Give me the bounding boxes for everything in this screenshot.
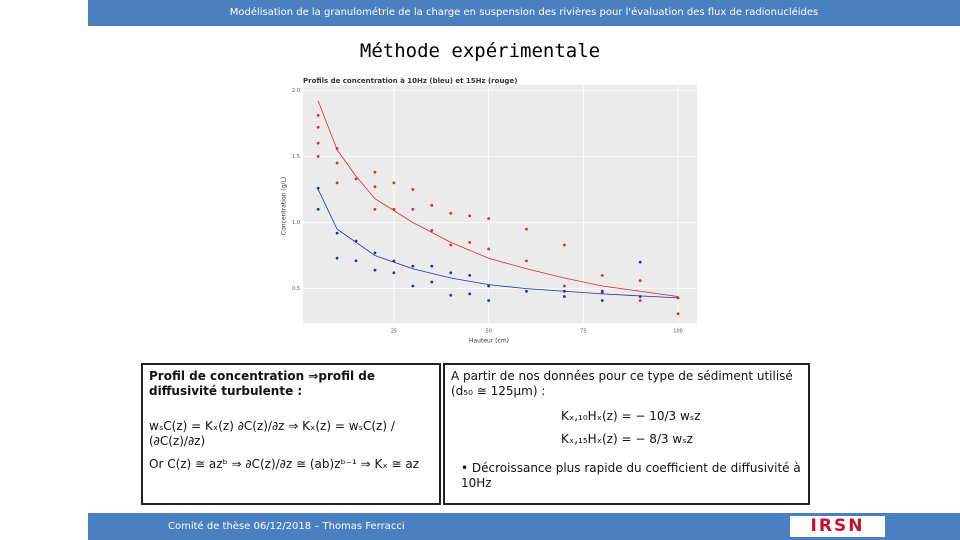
- data-point: [411, 264, 415, 268]
- left-heading: Profil de concentration ⇒profil de diffu…: [149, 369, 376, 398]
- data-point: [638, 260, 642, 264]
- data-point: [430, 280, 434, 284]
- chart-title: Profils de concentration à 10Hz (bleu) e…: [303, 77, 517, 85]
- right-heading: A partir de nos données pour ce type de …: [451, 369, 793, 398]
- data-point: [525, 227, 528, 231]
- data-point: [468, 240, 472, 244]
- right-bullet: • Décroissance plus rapide du coefficien…: [461, 461, 801, 490]
- data-point: [373, 207, 377, 211]
- data-point: [563, 243, 566, 247]
- data-point: [335, 161, 339, 165]
- y-tick-label: 1.5: [292, 154, 300, 160]
- data-point: [316, 186, 320, 190]
- data-point: [373, 268, 377, 272]
- footer-band: Comité de thèse 06/12/2018 – Thomas Ferr…: [88, 513, 960, 540]
- data-point: [316, 114, 320, 117]
- fit-line: [317, 189, 679, 299]
- header-text: Modélisation de la granulométrie de la c…: [229, 7, 819, 18]
- x-axis-label: Hauteur (cm): [469, 338, 509, 345]
- data-point: [316, 141, 320, 145]
- data-point: [411, 284, 415, 288]
- fit-line: [317, 100, 679, 297]
- data-point: [316, 125, 320, 129]
- data-point: [449, 243, 453, 247]
- data-point: [638, 279, 642, 283]
- data-point: [411, 207, 415, 211]
- data-point: [487, 247, 491, 251]
- y-axis-label: Concentration (g/L): [281, 177, 288, 235]
- data-point: [487, 299, 491, 302]
- left-eq1: wₛC(z) = Kₓ(z) ∂C(z)/∂z ⇒ Kₓ(z) = wₛC(z)…: [149, 419, 395, 448]
- data-point: [392, 181, 396, 185]
- y-tick-label: 1.0: [292, 220, 300, 226]
- data-point: [468, 274, 472, 277]
- x-tick-label: 75: [580, 329, 586, 335]
- data-point: [449, 271, 453, 275]
- plot-background: [303, 85, 697, 323]
- x-tick-label: 50: [485, 329, 491, 335]
- right-box: A partir de nos données pour ce type de …: [443, 363, 810, 505]
- data-point: [316, 155, 320, 158]
- data-point: [430, 264, 434, 268]
- bullet-text: Décroissance plus rapide du coefficient …: [461, 461, 801, 490]
- data-point: [316, 207, 320, 211]
- data-point: [676, 312, 680, 316]
- data-point: [373, 170, 377, 174]
- slide-title: Méthode expérimentale: [359, 40, 601, 62]
- data-point: [373, 251, 377, 255]
- left-box: Profil de concentration ⇒profil de diffu…: [141, 363, 441, 505]
- left-eq2: Or C(z) ≅ azᵇ ⇒ ∂C(z)/∂z ≅ (ab)zᵇ⁻¹ ⇒ Kₓ…: [149, 457, 419, 471]
- data-point: [600, 289, 604, 293]
- data-point: [335, 231, 339, 235]
- chart: Profils de concentration à 10Hz (bleu) e…: [281, 77, 697, 345]
- right-eq1: Kₓ,₁₀Hₓ(z) = − 10/3 wₛz: [561, 409, 701, 423]
- data-point: [638, 299, 642, 302]
- data-point: [392, 271, 396, 275]
- header-band: Modélisation de la granulométrie de la c…: [88, 0, 960, 26]
- data-point: [335, 256, 339, 260]
- data-point: [449, 211, 453, 215]
- footer-text: Comité de thèse 06/12/2018 – Thomas Ferr…: [168, 521, 405, 532]
- data-point: [430, 229, 434, 232]
- x-tick-label: 100: [673, 329, 683, 335]
- data-point: [373, 185, 377, 189]
- data-point: [563, 284, 566, 288]
- data-point: [525, 259, 528, 263]
- data-point: [411, 188, 415, 191]
- y-tick-label: 2.0: [292, 88, 300, 94]
- data-point: [430, 203, 434, 207]
- data-point: [487, 284, 491, 288]
- data-point: [600, 274, 604, 277]
- data-point: [468, 214, 472, 218]
- y-tick-label: 0.5: [292, 286, 300, 292]
- data-point: [563, 295, 566, 298]
- data-point: [449, 293, 453, 297]
- data-point: [354, 259, 358, 263]
- data-point: [487, 217, 491, 220]
- x-tick-label: 25: [391, 329, 397, 335]
- right-eq2: Kₓ,₁₅Hₓ(z) = − 8/3 wₛz: [561, 432, 693, 446]
- logo: IRSN: [790, 516, 885, 537]
- data-point: [468, 292, 472, 296]
- data-point: [354, 177, 358, 181]
- data-point: [525, 289, 528, 293]
- data-point: [335, 181, 339, 185]
- data-point: [600, 299, 604, 302]
